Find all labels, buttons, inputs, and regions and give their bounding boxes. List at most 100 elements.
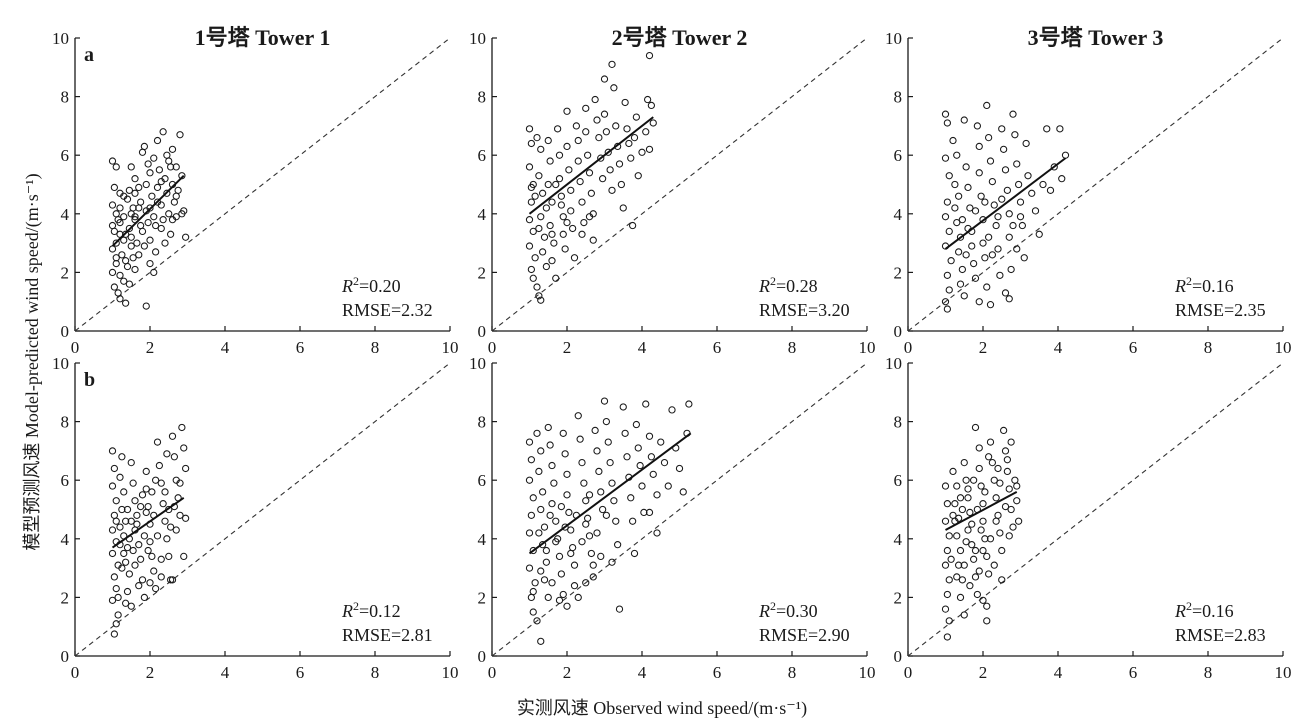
scatter-point xyxy=(174,186,182,194)
x-tick-label: 0 xyxy=(488,663,497,682)
y-tick-label: 6 xyxy=(61,471,70,490)
y-tick-label: 10 xyxy=(469,354,486,373)
y-tick-label: 0 xyxy=(478,647,487,666)
scatter-points xyxy=(108,423,190,638)
scatter-point xyxy=(604,438,612,446)
scatter-point xyxy=(138,491,147,499)
scatter-point xyxy=(548,579,556,587)
scatter-point xyxy=(150,154,158,162)
scatter-point xyxy=(955,248,963,256)
scatter-point xyxy=(1056,125,1064,133)
scatter-point xyxy=(612,517,620,525)
scatter-point xyxy=(943,500,952,508)
scatter-point xyxy=(561,245,569,253)
regression-line xyxy=(111,174,185,247)
scatter-point xyxy=(986,301,995,309)
reference-line-1-1 xyxy=(491,362,868,657)
scatter-point xyxy=(990,561,998,569)
scatter-point xyxy=(144,546,152,555)
scatter-point xyxy=(587,549,596,558)
x-tick-label: 4 xyxy=(1054,663,1063,682)
x-tick-label: 8 xyxy=(371,338,380,357)
scatter-point xyxy=(647,101,656,110)
regression-line xyxy=(528,432,692,555)
scatter-point xyxy=(608,479,616,487)
r-squared-value: =0.28 xyxy=(776,276,818,296)
r-symbol: R xyxy=(758,601,770,621)
scatter-point xyxy=(634,172,642,180)
scatter-point xyxy=(981,198,989,206)
r-squared-annotation: R2=0.16 xyxy=(1174,599,1234,621)
scatter-point xyxy=(138,148,147,156)
scatter-point xyxy=(621,98,629,107)
scatter-point xyxy=(943,546,952,555)
scatter-point xyxy=(574,136,582,145)
scatter-point xyxy=(542,558,551,566)
scatter-point xyxy=(983,283,991,291)
scatter-point xyxy=(979,546,987,555)
scatter-point xyxy=(120,277,128,285)
scatter-point xyxy=(544,593,552,602)
scatter-point xyxy=(649,470,657,478)
scatter-point xyxy=(108,268,117,277)
scatter-point xyxy=(992,221,1000,230)
y-tick-label: 6 xyxy=(61,146,70,165)
scatter-point xyxy=(166,523,175,531)
scatter-point xyxy=(630,549,639,558)
scatter-point xyxy=(623,125,631,133)
y-tick-label: 0 xyxy=(61,322,70,341)
scatter-point xyxy=(992,494,1000,502)
scatter-point xyxy=(555,175,564,183)
scatter-point xyxy=(140,532,148,540)
scatter-point xyxy=(127,233,135,241)
scatter-point xyxy=(163,151,171,159)
scatter-point xyxy=(151,221,160,230)
scatter-point xyxy=(1011,476,1019,484)
scatter-point xyxy=(975,298,983,306)
x-tick-label: 8 xyxy=(1204,663,1213,682)
scatter-point xyxy=(172,163,180,171)
scatter-point xyxy=(181,233,190,241)
scatter-point xyxy=(110,227,119,236)
r-squared-superscript: 2 xyxy=(770,599,776,613)
scatter-point xyxy=(165,210,173,218)
y-tick-label: 2 xyxy=(478,263,487,282)
scatter-point xyxy=(593,447,601,455)
scatter-point xyxy=(657,438,665,446)
y-tick-label: 4 xyxy=(61,530,70,549)
scatter-point xyxy=(159,128,167,136)
scatter-points xyxy=(941,423,1023,641)
scatter-point xyxy=(617,180,626,189)
scatter-point xyxy=(632,113,641,121)
scatter-point xyxy=(947,257,955,265)
r-symbol: R xyxy=(341,601,353,621)
scatter-point xyxy=(971,423,980,432)
scatter-point xyxy=(578,230,586,238)
scatter-point xyxy=(552,180,560,189)
scatter-point xyxy=(529,494,537,502)
scatter-point xyxy=(529,227,537,236)
scatter-point xyxy=(1013,160,1021,168)
scatter-point xyxy=(610,497,618,505)
scatter-point xyxy=(971,573,980,581)
scatter-point xyxy=(112,584,120,593)
r-squared-superscript: 2 xyxy=(353,599,359,613)
scatter-point xyxy=(120,488,128,496)
scatter-point xyxy=(135,204,143,212)
r-squared-annotation: R2=0.28 xyxy=(758,274,818,296)
scatter-point xyxy=(110,630,119,638)
scatter-point xyxy=(619,403,627,411)
scatter-point xyxy=(994,213,1002,221)
scatter-point xyxy=(176,131,184,139)
scatter-point xyxy=(582,104,590,112)
scatter-point xyxy=(983,617,991,625)
scatter-point xyxy=(563,142,571,151)
scatter-point xyxy=(563,470,571,478)
scatter-point xyxy=(550,239,558,247)
scatter-point xyxy=(165,552,173,561)
scatter-point xyxy=(1007,505,1015,514)
scatter-point xyxy=(146,204,154,212)
scatter-point xyxy=(166,163,175,171)
x-tick-label: 0 xyxy=(904,338,913,357)
scatter-point xyxy=(567,207,575,215)
